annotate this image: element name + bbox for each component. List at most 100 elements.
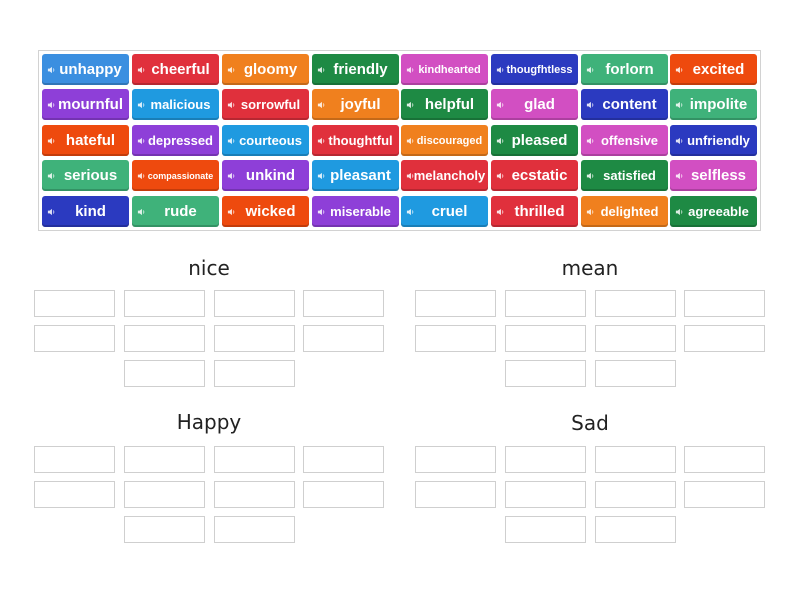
word-tile-mournful[interactable]: mournful bbox=[42, 89, 129, 120]
word-tile-thoughtful[interactable]: thoughtful bbox=[312, 125, 399, 156]
drop-slot-mean-8[interactable] bbox=[505, 360, 586, 387]
word-tile-ecstatic[interactable]: ecstatic bbox=[491, 160, 578, 191]
word-tile-label: satisfied bbox=[603, 168, 656, 183]
drop-slot-nice-3[interactable] bbox=[303, 290, 384, 317]
word-tile-cruel[interactable]: cruel bbox=[401, 196, 488, 227]
word-tile-joyful[interactable]: joyful bbox=[312, 89, 399, 120]
drop-slot-mean-7[interactable] bbox=[684, 325, 765, 352]
word-tile-cheerful[interactable]: cheerful bbox=[132, 54, 219, 85]
word-tile-kind[interactable]: kind bbox=[42, 196, 129, 227]
word-tile-depressed[interactable]: depressed bbox=[132, 125, 219, 156]
word-tile-content[interactable]: content bbox=[581, 89, 668, 120]
drop-slot-nice-9[interactable] bbox=[214, 360, 295, 387]
drop-slot-mean-4[interactable] bbox=[415, 325, 496, 352]
drop-slot-sad-0[interactable] bbox=[415, 446, 496, 473]
drop-slot-happy-1[interactable] bbox=[124, 446, 205, 473]
word-tile-label: thrilled bbox=[514, 203, 565, 220]
word-tile-label: delighted bbox=[600, 204, 659, 219]
word-tile-satisfied[interactable]: satisfied bbox=[581, 160, 668, 191]
drop-slot-mean-6[interactable] bbox=[595, 325, 676, 352]
word-tile-label: content bbox=[602, 96, 657, 113]
drop-slot-nice-5[interactable] bbox=[124, 325, 205, 352]
word-tile-wicked[interactable]: wicked bbox=[222, 196, 309, 227]
drop-slot-nice-7[interactable] bbox=[303, 325, 384, 352]
word-tile-label: mournful bbox=[58, 96, 123, 113]
drop-slot-happy-7[interactable] bbox=[303, 481, 384, 508]
word-tile-label: wicked bbox=[245, 203, 296, 220]
word-tile-malicious[interactable]: malicious bbox=[132, 89, 219, 120]
drop-slot-happy-9[interactable] bbox=[214, 516, 295, 543]
word-tile-courteous[interactable]: courteous bbox=[222, 125, 309, 156]
drop-slot-sad-3[interactable] bbox=[684, 446, 765, 473]
word-tile-label: miserable bbox=[330, 204, 391, 219]
word-tile-label: impolite bbox=[689, 96, 748, 113]
drop-slot-sad-6[interactable] bbox=[595, 481, 676, 508]
word-tile-label: cheerful bbox=[151, 61, 210, 78]
drop-slot-mean-5[interactable] bbox=[505, 325, 586, 352]
word-tile-label: discouraged bbox=[416, 134, 483, 147]
word-tile-label: offensive bbox=[600, 133, 659, 148]
word-tile-thougfhtless[interactable]: thougfhtless bbox=[491, 54, 578, 85]
drop-slot-mean-2[interactable] bbox=[595, 290, 676, 317]
category-heading-sad: Sad bbox=[571, 411, 609, 435]
drop-slot-happy-4[interactable] bbox=[34, 481, 115, 508]
word-tile-label: sorrowful bbox=[240, 97, 301, 112]
drop-slot-nice-0[interactable] bbox=[34, 290, 115, 317]
word-tile-thrilled[interactable]: thrilled bbox=[491, 196, 578, 227]
category-heading-happy: Happy bbox=[176, 410, 242, 434]
drop-slot-nice-8[interactable] bbox=[124, 360, 205, 387]
word-tile-friendly[interactable]: friendly bbox=[312, 54, 399, 85]
word-tile-discouraged[interactable]: discouraged bbox=[401, 125, 488, 156]
drop-slot-nice-2[interactable] bbox=[214, 290, 295, 317]
word-tile-gloomy[interactable]: gloomy bbox=[222, 54, 309, 85]
word-tile-compassionate[interactable]: compassionate bbox=[132, 160, 219, 191]
drop-slot-sad-1[interactable] bbox=[505, 446, 586, 473]
drop-slot-sad-2[interactable] bbox=[595, 446, 676, 473]
word-tile-impolite[interactable]: impolite bbox=[670, 89, 757, 120]
drop-slot-happy-8[interactable] bbox=[124, 516, 205, 543]
drop-slot-nice-1[interactable] bbox=[124, 290, 205, 317]
word-tile-offensive[interactable]: offensive bbox=[581, 125, 668, 156]
word-tile-selfless[interactable]: selfless bbox=[670, 160, 757, 191]
word-tile-hateful[interactable]: hateful bbox=[42, 125, 129, 156]
drop-slot-sad-8[interactable] bbox=[505, 516, 586, 543]
word-tile-label: kind bbox=[75, 203, 106, 220]
word-tile-label: friendly bbox=[333, 61, 388, 78]
drop-slot-happy-0[interactable] bbox=[34, 446, 115, 473]
drop-slot-nice-6[interactable] bbox=[214, 325, 295, 352]
drop-slot-mean-1[interactable] bbox=[505, 290, 586, 317]
word-tile-delighted[interactable]: delighted bbox=[581, 196, 668, 227]
drop-slot-sad-9[interactable] bbox=[595, 516, 676, 543]
drop-slot-mean-9[interactable] bbox=[595, 360, 676, 387]
drop-slot-sad-5[interactable] bbox=[505, 481, 586, 508]
word-tile-miserable[interactable]: miserable bbox=[312, 196, 399, 227]
word-tile-forlorn[interactable]: forlorn bbox=[581, 54, 668, 85]
word-tile-pleasant[interactable]: pleasant bbox=[312, 160, 399, 191]
word-tile-excited[interactable]: excited bbox=[670, 54, 757, 85]
word-tile-helpful[interactable]: helpful bbox=[401, 89, 488, 120]
word-tile-label: rude bbox=[164, 203, 197, 220]
word-tile-glad[interactable]: glad bbox=[491, 89, 578, 120]
drop-slot-sad-7[interactable] bbox=[684, 481, 765, 508]
word-tile-label: thoughtful bbox=[328, 133, 393, 148]
word-tile-unkind[interactable]: unkind bbox=[222, 160, 309, 191]
word-tile-kindhearted[interactable]: kindhearted bbox=[401, 54, 488, 85]
word-tile-serious[interactable]: serious bbox=[42, 160, 129, 191]
word-tile-rude[interactable]: rude bbox=[132, 196, 219, 227]
drop-slot-mean-3[interactable] bbox=[684, 290, 765, 317]
drop-slot-happy-2[interactable] bbox=[214, 446, 295, 473]
word-tile-pleased[interactable]: pleased bbox=[491, 125, 578, 156]
word-tile-melancholy[interactable]: melancholy bbox=[401, 160, 488, 191]
word-tile-unhappy[interactable]: unhappy bbox=[42, 54, 129, 85]
drop-slot-happy-3[interactable] bbox=[303, 446, 384, 473]
drop-slot-happy-6[interactable] bbox=[214, 481, 295, 508]
word-tile-agreeable[interactable]: agreeable bbox=[670, 196, 757, 227]
word-tile-sorrowful[interactable]: sorrowful bbox=[222, 89, 309, 120]
word-tile-label: pleased bbox=[511, 132, 568, 149]
drop-slot-nice-4[interactable] bbox=[34, 325, 115, 352]
drop-slot-mean-0[interactable] bbox=[415, 290, 496, 317]
word-tile-unfriendly[interactable]: unfriendly bbox=[670, 125, 757, 156]
drop-slot-sad-4[interactable] bbox=[415, 481, 496, 508]
drop-slot-happy-5[interactable] bbox=[124, 481, 205, 508]
word-tile-label: ecstatic bbox=[511, 167, 568, 184]
